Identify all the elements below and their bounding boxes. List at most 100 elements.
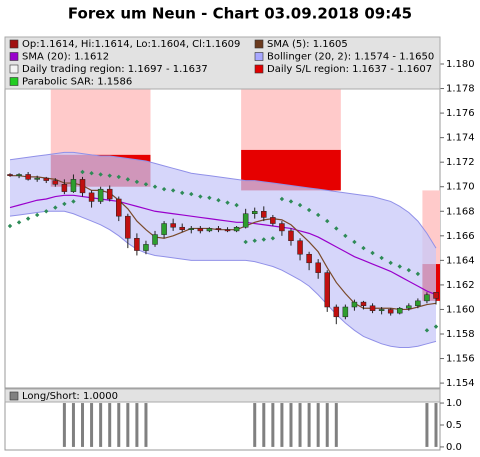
candle-body [333, 306, 340, 318]
y-tick-label: 1.170 [446, 182, 475, 193]
y-tick-label: 1.172 [446, 157, 475, 168]
panel-title: Long/Short: 1.0000 [22, 391, 118, 402]
candle-body [242, 213, 249, 228]
legend-label: Daily trading region: 1.1697 - 1.1637 [22, 64, 208, 75]
y-tick-label: 1.154 [446, 378, 475, 389]
legend-swatch [254, 64, 264, 74]
sar-dot [107, 173, 112, 178]
sar-dot [397, 264, 402, 269]
bollinger-upper [9, 151, 437, 249]
sar-dot [34, 212, 40, 218]
candle-body [179, 226, 185, 230]
candle-body [224, 229, 231, 232]
candle-body [206, 228, 213, 232]
candle-body [61, 184, 68, 192]
panel-tick-label: 0.0 [446, 442, 462, 453]
panel-tick-label: 0.5 [446, 420, 462, 431]
legend-swatch [254, 39, 264, 49]
panel-bar [253, 403, 257, 447]
sar-dot [80, 169, 85, 175]
legend-label: Bollinger (20, 2): 1.1574 - 1.1650 [267, 52, 434, 63]
sar-dot [352, 239, 357, 245]
sar-dot [116, 174, 121, 180]
candle-body [7, 174, 13, 176]
y-tick-label: 1.180 [446, 59, 475, 70]
legend-label: SMA (5): 1.1605 [267, 39, 348, 50]
sar-dot [44, 209, 49, 214]
sar-dot [207, 195, 212, 200]
y-tick-label: 1.160 [446, 304, 475, 315]
candle-body [351, 301, 358, 308]
panel-bar [298, 403, 302, 447]
y-tick-label: 1.158 [446, 329, 475, 340]
candle-body [106, 188, 113, 200]
sar-dot [53, 205, 58, 210]
candle-body [188, 228, 195, 230]
sar-dot [216, 198, 221, 203]
candle-body [52, 180, 59, 185]
y-tick-label: 1.164 [446, 255, 475, 266]
candle-body [342, 306, 349, 318]
candle-body [270, 217, 276, 224]
candle-body [88, 192, 95, 202]
candle-body [378, 309, 385, 311]
candle-body [97, 188, 104, 202]
sar-dot [152, 184, 158, 189]
chart-title: Forex um Neun - Chart 03.09.2018 09:45 [68, 5, 412, 23]
sar-dot [379, 255, 384, 261]
candle-body [43, 177, 50, 181]
sar-dot [198, 194, 203, 199]
sar-dot [388, 260, 393, 266]
sar-dot [7, 223, 13, 229]
sar-dot [361, 245, 366, 251]
sar-dot [189, 191, 194, 197]
candle-body [152, 234, 158, 245]
sar-dot [252, 238, 257, 243]
sar-dot [125, 177, 131, 182]
candle-body [251, 211, 258, 214]
sar-dot [343, 233, 348, 239]
candle-body [306, 253, 312, 264]
panel-bar [81, 403, 85, 447]
panel-legend-box [4, 388, 441, 403]
panel-bar [90, 403, 94, 447]
candle-body [406, 305, 412, 309]
sar-dot [334, 226, 339, 231]
panel-bar [316, 403, 320, 447]
panel-bar [135, 403, 139, 447]
panel-legend-swatch [9, 391, 19, 401]
legend-label: Op:1.1614, Hi:1.1614, Lo:1.1604, Cl:1.16… [22, 39, 240, 50]
sar-dot [315, 212, 321, 218]
sar-dot [89, 171, 94, 176]
plot [7, 51, 440, 348]
candle-body [261, 211, 267, 218]
candle-body [79, 179, 86, 194]
sar-dot [279, 196, 285, 202]
candle-body [170, 223, 176, 228]
panel-bar [271, 403, 275, 447]
sar-dot [370, 250, 375, 256]
candle-body [215, 228, 222, 230]
sar-dot [170, 188, 176, 193]
panel-bar [280, 403, 284, 447]
sar-dot [297, 202, 303, 208]
sar-dot [325, 218, 330, 224]
y-tick-label: 1.162 [446, 280, 475, 291]
y-tick-label: 1.178 [446, 84, 475, 95]
sar-dot [234, 202, 239, 208]
candle-body [424, 294, 430, 302]
candle-body [233, 226, 240, 232]
sar-dot [406, 267, 412, 273]
candle-body [279, 223, 285, 232]
legend-swatch [9, 64, 19, 74]
y-tick-label: 1.168 [446, 206, 475, 217]
bollinger-lower [9, 210, 437, 348]
panel-tick-label: 1.0 [446, 398, 462, 409]
sar-dot [143, 182, 149, 187]
y-tick-label: 1.176 [446, 108, 475, 119]
y-tick-label: 1.156 [446, 354, 475, 365]
candle-body [396, 307, 403, 314]
sar-dot [225, 200, 230, 205]
sar-dot [433, 324, 439, 329]
